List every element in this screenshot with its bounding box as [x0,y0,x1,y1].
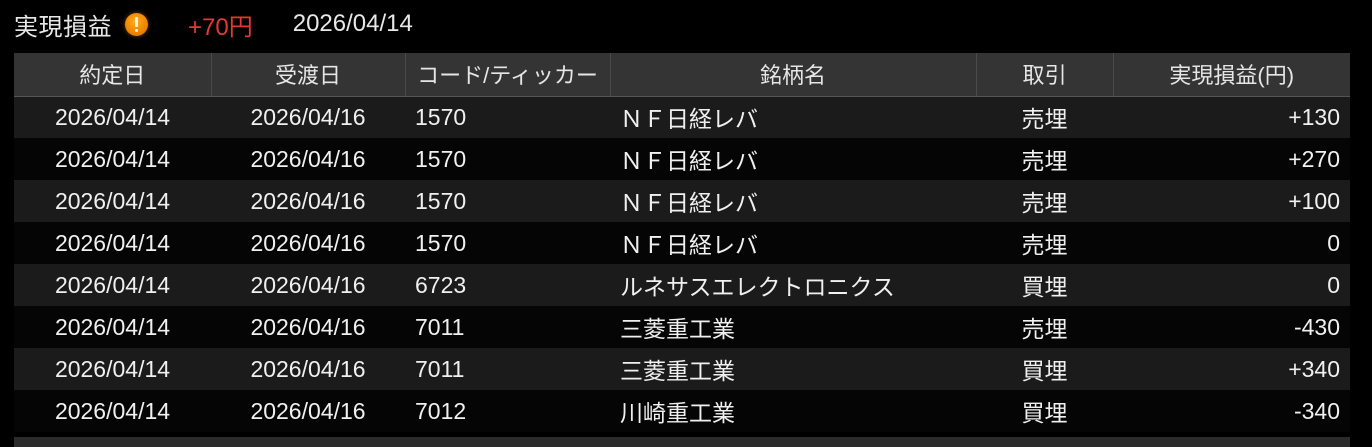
cell-code: 1570 [415,187,467,214]
cell-trade-type: 売埋 [1021,148,1068,174]
cell-trade-type: 売埋 [1021,232,1068,258]
cell-issue-name: ＮＦ日経レバ [620,106,758,133]
summary-label: 実現損益 [14,13,112,41]
cell-trade-date: 2026/04/14 [54,103,171,130]
warning-exclamation-icon [125,12,148,36]
cell-issue-name: ＮＦ日経レバ [620,232,758,258]
cell-issue-name: 三菱重工業 [620,358,735,384]
summary-bar: 実現損益 +70円 2026/04/14 [0,0,1372,48]
cell-settle-date: 2026/04/16 [250,229,366,256]
column-header-issue-name[interactable]: 銘柄名 [610,53,977,97]
cell-trade-type: 売埋 [1021,190,1068,216]
cell-trade-type: 売埋 [1021,106,1068,133]
cell-realized-pl: +130 [1288,103,1340,130]
cell-realized-pl: +340 [1288,355,1340,382]
table-row[interactable]: 2026/04/14 2026/04/16 7012 川崎重工業 買埋 -340 [14,390,1350,432]
column-header-settle-date[interactable]: 受渡日 [211,53,406,97]
cell-trade-date: 2026/04/14 [54,187,171,214]
table-row[interactable]: 2026/04/14 2026/04/16 1570 ＮＦ日経レバ 売埋 0 [14,222,1350,264]
summary-date: 2026/04/14 [292,10,413,37]
cell-issue-name: 三菱重工業 [620,316,735,342]
table-body: 2026/04/14 2026/04/16 1570 ＮＦ日経レバ 売埋 +130 2026… [14,96,1350,432]
cell-settle-date: 2026/04/16 [250,145,366,172]
column-header-code[interactable]: コード/ティッカー [405,53,611,97]
cell-settle-date: 2026/04/16 [250,313,366,340]
realized-pl-table: 約定日 受渡日 コード/ティッカー 銘柄名 取引 実現損益(円) 2026/04… [14,53,1350,432]
cell-trade-date: 2026/04/14 [54,229,171,256]
cell-realized-pl: +100 [1288,187,1340,214]
cell-settle-date: 2026/04/16 [250,397,366,424]
column-header-trade-type[interactable]: 取引 [976,53,1114,97]
cell-realized-pl: -340 [1293,397,1340,424]
cell-realized-pl: -430 [1293,313,1340,340]
table-row[interactable]: 2026/04/14 2026/04/16 7011 三菱重工業 売埋 -430 [14,306,1350,348]
cell-trade-type: 買埋 [1021,400,1068,426]
table-footer-strip [14,437,1350,447]
cell-trade-type: 買埋 [1021,274,1068,300]
cell-code: 7012 [415,397,467,424]
table-row[interactable]: 2026/04/14 2026/04/16 6723 ルネサスエレクトロニクス 買埋 0 [14,264,1350,306]
cell-issue-name: ＮＦ日経レバ [620,148,758,174]
cell-code: 6723 [415,271,467,298]
cell-code: 1570 [415,229,467,256]
cell-settle-date: 2026/04/16 [250,187,366,214]
cell-trade-date: 2026/04/14 [54,313,171,340]
cell-trade-date: 2026/04/14 [54,397,171,424]
cell-trade-date: 2026/04/14 [54,271,171,298]
summary-profit-loss: +70円 [188,13,253,41]
table-header-row: 約定日 受渡日 コード/ティッカー 銘柄名 取引 実現損益(円) [14,53,1350,97]
column-header-trade-date[interactable]: 約定日 [14,53,212,97]
cell-trade-type: 買埋 [1021,358,1068,384]
cell-issue-name: 川崎重工業 [620,400,735,426]
table-row[interactable]: 2026/04/14 2026/04/16 7011 三菱重工業 買埋 +340 [14,348,1350,390]
cell-issue-name: ルネサスエレクトロニクス [620,274,895,300]
cell-settle-date: 2026/04/16 [250,355,366,382]
cell-code: 1570 [415,145,467,172]
cell-settle-date: 2026/04/16 [250,271,366,298]
cell-code: 7011 [415,313,465,340]
cell-settle-date: 2026/04/16 [250,103,366,130]
column-header-realized-pl[interactable]: 実現損益(円) [1113,53,1350,97]
cell-trade-date: 2026/04/14 [54,145,171,172]
table-header: 約定日 受渡日 コード/ティッカー 銘柄名 取引 実現損益(円) [14,53,1350,97]
cell-realized-pl: 0 [1327,229,1340,256]
cell-code: 1570 [415,103,467,130]
table-row[interactable]: 2026/04/14 2026/04/16 1570 ＮＦ日経レバ 売埋 +100 [14,180,1350,222]
cell-code: 7011 [415,355,465,382]
cell-realized-pl: +270 [1288,145,1340,172]
cell-realized-pl: 0 [1327,271,1340,298]
table-row[interactable]: 2026/04/14 2026/04/16 1570 ＮＦ日経レバ 売埋 +130 [14,96,1350,138]
cell-trade-date: 2026/04/14 [54,355,171,382]
cell-issue-name: ＮＦ日経レバ [620,190,758,216]
table-row[interactable]: 2026/04/14 2026/04/16 1570 ＮＦ日経レバ 売埋 +270 [14,138,1350,180]
cell-trade-type: 売埋 [1021,316,1068,342]
